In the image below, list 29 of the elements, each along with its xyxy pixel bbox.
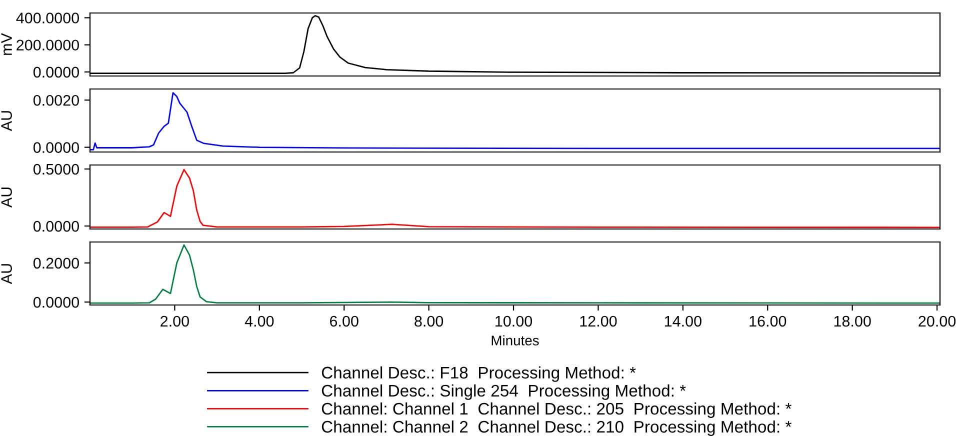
text: Channel Desc.: Single 254 Processing Method: *	[322, 384, 686, 400]
y-tick-label: 0.0000	[33, 66, 79, 78]
y-tick-label: 0.2000	[33, 258, 79, 269]
text: Channel Desc.: F18 Processing Method: *	[322, 366, 636, 382]
x-tick-label: 10.00	[496, 316, 532, 327]
y-axis-title: mV	[1, 33, 12, 55]
y-tick-label: 0.0000	[33, 220, 79, 232]
x-tick-label: 6.00	[330, 316, 358, 327]
y-tick-label: 0.0000	[33, 296, 79, 308]
x-tick-label: 4.00	[244, 316, 274, 327]
x-tick-label: 16.00	[750, 316, 786, 327]
y-tick-label: 400.0000	[16, 12, 79, 24]
y-axis-title: AU	[1, 264, 12, 284]
y-axis-title: AU	[1, 188, 12, 208]
text: Channel: Channel 1 Channel Desc.: 205 Processing Method: *	[322, 402, 792, 418]
y-tick-label: 0.5000	[33, 164, 79, 175]
x-tick-label: 2.00	[160, 316, 189, 327]
y-tick-label: 200.0000	[16, 40, 79, 51]
y-axis-title: AU	[1, 111, 12, 132]
text: Channel: Channel 2 Channel Desc.: 210 Processing Method: *	[322, 420, 792, 436]
y-tick-label: 0.0020	[33, 94, 79, 106]
x-tick-label: 20.00	[918, 316, 956, 327]
x-tick-label: 12.00	[580, 316, 617, 327]
line-series	[90, 92, 940, 150]
x-axis-title: Minutes	[492, 335, 539, 346]
x-tick-label: 18.00	[834, 316, 871, 327]
y-tick-label: 0.0000	[33, 142, 79, 153]
x-tick-label: 8.00	[414, 316, 444, 327]
x-tick-label: 14.00	[664, 316, 702, 327]
